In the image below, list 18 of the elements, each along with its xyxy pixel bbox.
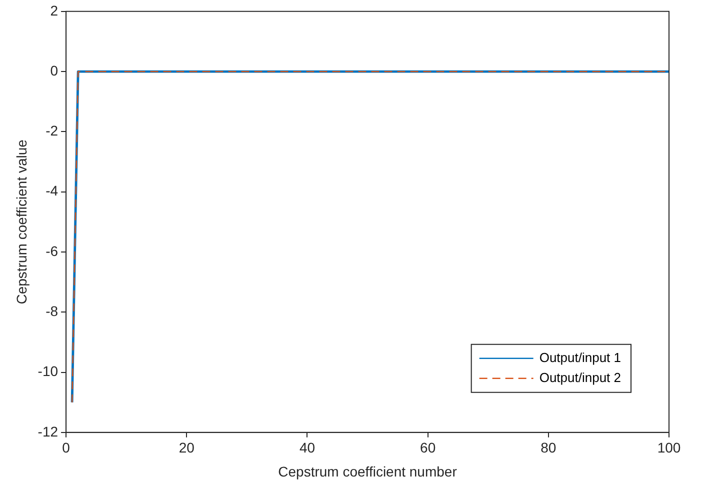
y-tick-label: -10: [38, 363, 58, 380]
x-tick-label: 40: [299, 440, 316, 456]
y-tick-label: -6: [46, 242, 58, 259]
y-tick-label: -8: [46, 302, 58, 319]
y-tick-label: -2: [46, 122, 58, 139]
y-tick-label: -4: [46, 182, 58, 199]
x-axis-title: Cepstrum coefficient number: [278, 463, 458, 480]
legend-label: Output/input 1: [539, 350, 622, 365]
y-axis-title: Cepstrum coefficient value: [13, 139, 30, 304]
y-tick-label: 0: [50, 62, 58, 78]
y-tick-label: 2: [50, 2, 58, 18]
y-tick-label: -12: [38, 423, 58, 440]
x-tick-label: 20: [178, 440, 195, 456]
x-tick-label: 100: [657, 440, 681, 456]
x-tick-label: 80: [540, 440, 556, 456]
legend-label: Output/input 2: [539, 370, 622, 385]
x-tick-label: 0: [62, 440, 70, 456]
x-tick-label: 60: [420, 440, 436, 456]
